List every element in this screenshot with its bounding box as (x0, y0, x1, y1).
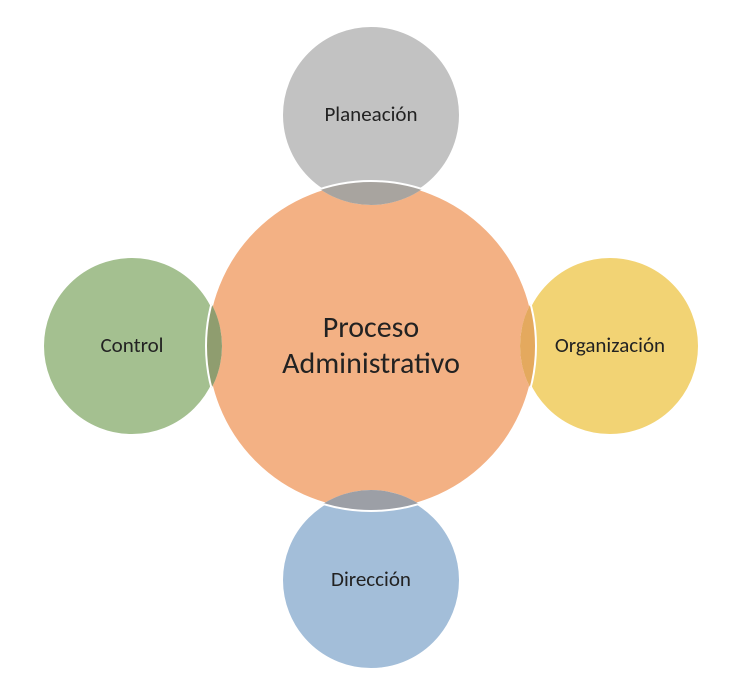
satellite-left-label: Control (100, 333, 163, 358)
satellite-right-label: Organización (555, 333, 665, 358)
satellite-right-circle: Organización (520, 256, 700, 436)
satellite-bottom-label: Dirección (331, 567, 411, 592)
satellite-left-circle: Control (42, 256, 222, 436)
satellite-top-label: Planeación (324, 102, 417, 127)
satellite-bottom-circle: Dirección (281, 490, 461, 670)
center-circle: Proceso Administrativo (206, 181, 536, 511)
satellite-top-circle: Planeación (281, 25, 461, 205)
center-label: Proceso Administrativo (282, 310, 460, 382)
